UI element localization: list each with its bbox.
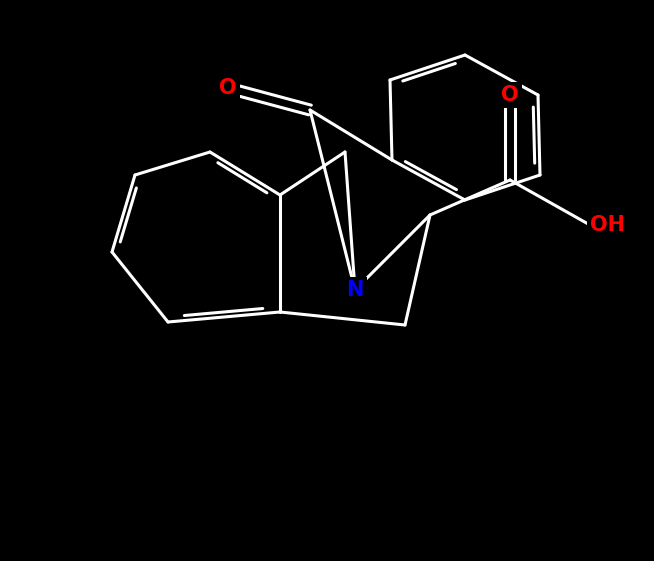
Text: OH: OH — [590, 215, 625, 235]
Text: O: O — [501, 85, 519, 105]
Text: O: O — [219, 78, 237, 98]
Text: N: N — [347, 280, 364, 300]
